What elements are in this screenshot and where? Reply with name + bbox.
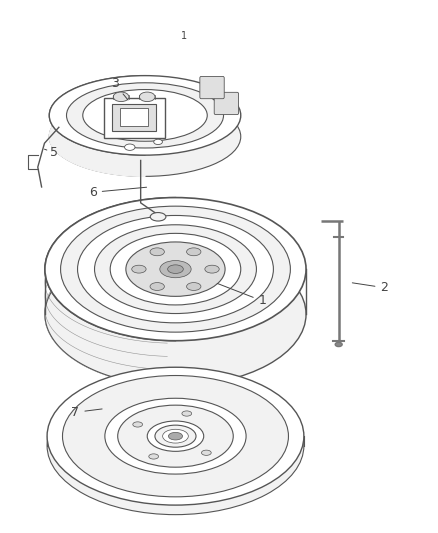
Polygon shape	[49, 76, 145, 176]
FancyBboxPatch shape	[120, 109, 148, 126]
Ellipse shape	[133, 422, 142, 427]
Ellipse shape	[187, 282, 201, 290]
Text: 7: 7	[71, 406, 102, 419]
Ellipse shape	[139, 92, 155, 102]
Ellipse shape	[49, 76, 241, 155]
Ellipse shape	[49, 97, 241, 176]
Ellipse shape	[45, 198, 306, 341]
Ellipse shape	[132, 265, 146, 273]
Ellipse shape	[60, 206, 290, 332]
Ellipse shape	[187, 248, 201, 256]
Ellipse shape	[160, 261, 191, 278]
Ellipse shape	[124, 144, 135, 150]
Polygon shape	[45, 198, 176, 386]
Text: 1: 1	[217, 284, 266, 308]
Ellipse shape	[67, 83, 223, 148]
Ellipse shape	[150, 248, 164, 256]
Ellipse shape	[78, 215, 273, 323]
Ellipse shape	[155, 425, 196, 447]
FancyBboxPatch shape	[113, 104, 156, 131]
Text: 6: 6	[89, 186, 147, 199]
Ellipse shape	[201, 450, 211, 455]
Ellipse shape	[162, 429, 188, 443]
Ellipse shape	[63, 376, 289, 497]
Ellipse shape	[168, 265, 184, 273]
Ellipse shape	[47, 367, 304, 505]
Text: 5: 5	[45, 146, 58, 159]
Ellipse shape	[169, 432, 183, 440]
Text: 2: 2	[352, 281, 389, 294]
Ellipse shape	[118, 405, 233, 467]
Ellipse shape	[147, 421, 204, 451]
FancyBboxPatch shape	[214, 92, 239, 115]
Ellipse shape	[105, 398, 246, 474]
Ellipse shape	[205, 265, 219, 273]
Text: 1: 1	[181, 31, 187, 41]
Ellipse shape	[126, 242, 225, 296]
Ellipse shape	[83, 90, 207, 141]
Ellipse shape	[45, 243, 306, 386]
Ellipse shape	[150, 282, 164, 290]
Ellipse shape	[47, 377, 304, 515]
Ellipse shape	[150, 213, 166, 221]
Ellipse shape	[113, 92, 129, 102]
Ellipse shape	[110, 233, 241, 305]
Text: 3: 3	[111, 77, 128, 100]
FancyBboxPatch shape	[200, 76, 224, 99]
Ellipse shape	[335, 342, 342, 346]
FancyBboxPatch shape	[104, 99, 165, 138]
Ellipse shape	[95, 225, 256, 313]
Ellipse shape	[182, 411, 192, 416]
Ellipse shape	[154, 139, 162, 144]
Ellipse shape	[149, 454, 159, 459]
